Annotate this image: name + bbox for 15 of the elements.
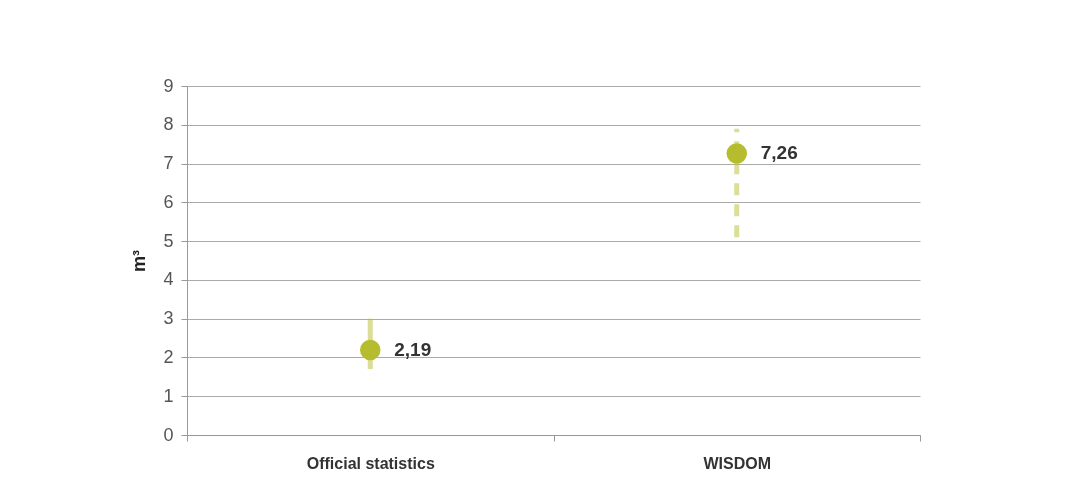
y-tick-label: 7 <box>163 153 174 174</box>
y-tick-label: 6 <box>163 191 174 212</box>
y-tick-label: 3 <box>163 308 174 329</box>
data-label: 2,19 <box>394 339 432 361</box>
y-tick-label: 5 <box>163 230 174 251</box>
y-tick-label: 9 <box>163 75 174 96</box>
y-axis-title: m³ <box>129 250 150 272</box>
y-tick-label: 4 <box>163 269 174 290</box>
y-tick-label: 1 <box>163 385 174 406</box>
y-tick-label: 0 <box>163 424 174 445</box>
x-tick-label: Official statistics <box>306 454 435 472</box>
y-tick-label: 2 <box>163 346 174 367</box>
x-tick-label: WISDOM <box>703 454 772 472</box>
y-tick-label: 8 <box>163 114 174 135</box>
data-label: 7,26 <box>760 142 798 164</box>
